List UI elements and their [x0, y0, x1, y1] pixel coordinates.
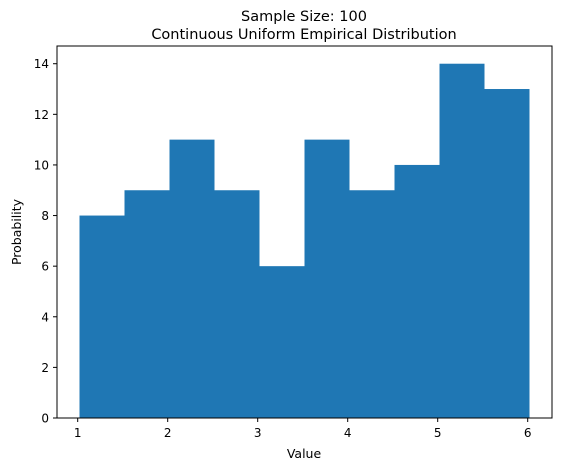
x-tick-label: 4 [344, 426, 352, 440]
x-tick-label: 2 [164, 426, 172, 440]
histogram-bar-8 [394, 164, 440, 418]
y-tick-label: 14 [34, 57, 49, 71]
plot-frame [56, 45, 553, 419]
y-tick-label: 6 [41, 260, 49, 274]
bars-group [79, 63, 530, 418]
y-axis-label: Probability [9, 198, 24, 265]
histogram-bar-5 [259, 266, 305, 418]
y-tick-label: 2 [41, 361, 49, 375]
y-tick-label: 8 [41, 209, 49, 223]
x-tick-label: 6 [524, 426, 532, 440]
histogram-bar-1 [79, 215, 125, 418]
histogram-bar-3 [169, 139, 215, 418]
x-tick-label: 5 [434, 426, 442, 440]
histogram-bar-4 [214, 190, 260, 418]
y-tick-label: 12 [34, 108, 49, 122]
histogram-bar-10 [484, 89, 530, 418]
histogram-bar-6 [304, 139, 350, 418]
chart-title: Sample Size: 100 [241, 9, 367, 25]
histogram-bar-2 [124, 190, 170, 418]
histogram-bar-9 [439, 63, 485, 418]
x-tick-label: 1 [74, 426, 82, 440]
chart-subtitle: Continuous Uniform Empirical Distributio… [151, 27, 456, 43]
y-tick-label: 4 [41, 310, 49, 324]
histogram-bar-7 [349, 190, 395, 418]
y-tick-label: 10 [34, 158, 49, 172]
x-axis-label: Value [287, 446, 322, 461]
y-tick-label: 0 [41, 412, 49, 426]
x-tick-label: 3 [254, 426, 262, 440]
